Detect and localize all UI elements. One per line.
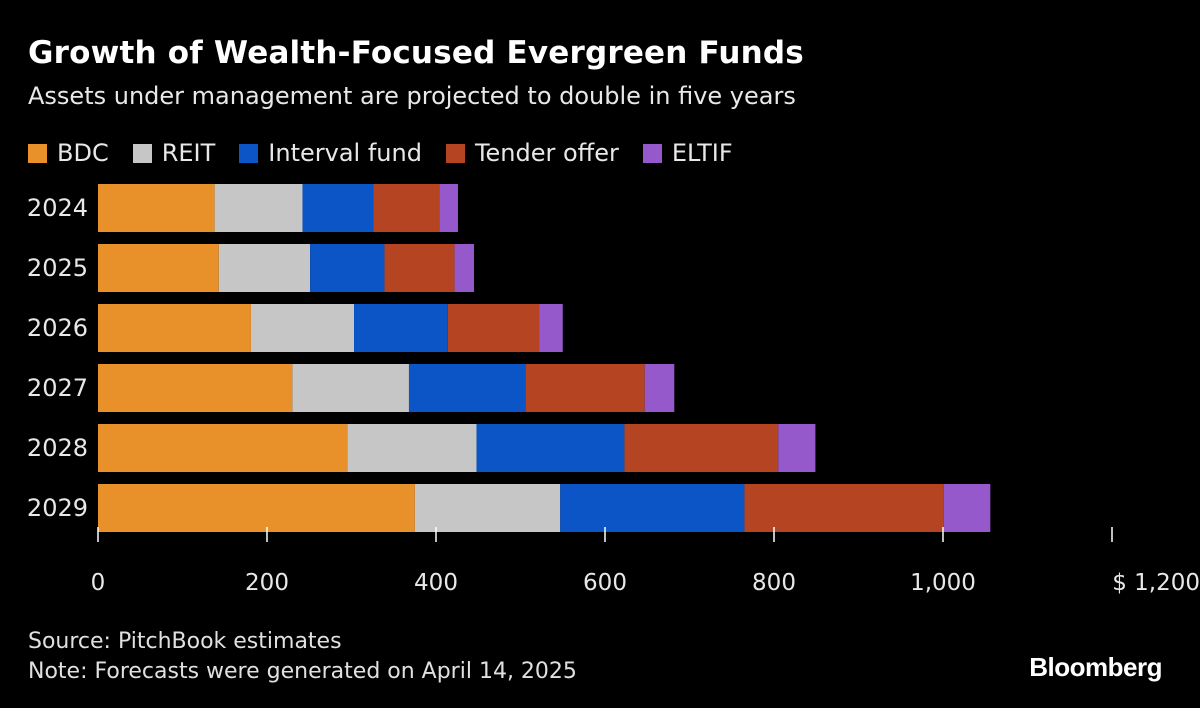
bar-tender-offer-2026 — [447, 304, 540, 352]
x-tick-label-0: 0 — [91, 570, 106, 596]
x-tick-label-4: 800 — [752, 570, 796, 596]
y-tick-label-2028: 2028 — [27, 434, 88, 462]
bar-eltif-2029 — [943, 484, 991, 532]
bar-reit-2024 — [214, 184, 303, 232]
bar-interval-fund-2027 — [408, 364, 526, 412]
legend-label-tender-offer: Tender offer — [474, 139, 619, 167]
bar-bdc-2025 — [98, 244, 219, 292]
bar-bdc-2028 — [98, 424, 348, 472]
bar-interval-fund-2025 — [310, 244, 385, 292]
legend-swatch-reit — [132, 143, 152, 163]
x-tick-label-6: $ 1,200B — [1112, 570, 1200, 596]
legend-item-interval-fund: Interval fund — [239, 139, 422, 167]
legend-swatch-tender-offer — [445, 143, 465, 163]
bar-interval-fund-2028 — [476, 424, 625, 472]
y-tick-label-2025: 2025 — [27, 254, 88, 282]
bar-eltif-2028 — [778, 424, 816, 472]
bar-tender-offer-2028 — [624, 424, 779, 472]
legend-item-tender-offer: Tender offer — [445, 139, 619, 167]
legend-label-interval-fund: Interval fund — [268, 139, 422, 167]
x-tick-label-2: 400 — [414, 570, 458, 596]
legend-swatch-bdc — [28, 143, 47, 163]
bar-interval-fund-2024 — [302, 184, 374, 232]
bar-reit-2027 — [292, 364, 409, 412]
x-tick-label-3: 600 — [583, 570, 627, 596]
bar-eltif-2025 — [454, 244, 475, 292]
legend-label-reit: REIT — [161, 139, 216, 167]
bar-reit-2029 — [414, 484, 561, 532]
source-notes: Source: PitchBook estimates Note: Foreca… — [28, 627, 577, 687]
bar-reit-2028 — [347, 424, 477, 472]
y-tick-label-2027: 2027 — [27, 374, 88, 402]
bar-bdc-2029 — [98, 484, 415, 532]
bar-interval-fund-2029 — [560, 484, 745, 532]
legend-item-reit: REIT — [132, 139, 216, 167]
bar-eltif-2026 — [539, 304, 563, 352]
bar-reit-2026 — [250, 304, 355, 352]
bar-interval-fund-2026 — [354, 304, 448, 352]
legend: BDC REIT Interval fund Tender offer ELTI… — [28, 139, 757, 167]
y-tick-label-2029: 2029 — [27, 494, 88, 522]
legend-label-bdc: BDC — [57, 139, 109, 167]
bar-reit-2025 — [218, 244, 311, 292]
bar-bdc-2026 — [98, 304, 251, 352]
bar-tender-offer-2024 — [373, 184, 440, 232]
source-text: Source: PitchBook estimates — [28, 629, 342, 654]
bar-tender-offer-2027 — [525, 364, 645, 412]
y-tick-label-2026: 2026 — [27, 314, 88, 342]
legend-swatch-interval-fund — [239, 143, 259, 163]
note-text: Note: Forecasts were generated on April … — [28, 659, 577, 684]
x-tick-label-5: 1,000 — [910, 570, 976, 596]
chart-title: Growth of Wealth-Focused Evergreen Funds — [28, 35, 804, 71]
y-tick-label-2024: 2024 — [27, 194, 88, 222]
bar-tender-offer-2029 — [744, 484, 944, 532]
x-tick-label-1: 200 — [245, 570, 289, 596]
bar-tender-offer-2025 — [384, 244, 455, 292]
legend-label-eltif: ELTIF — [671, 139, 733, 167]
bloomberg-logo: Bloomberg — [1029, 652, 1162, 682]
legend-swatch-eltif — [642, 143, 662, 163]
bar-eltif-2027 — [644, 364, 675, 412]
bar-bdc-2024 — [98, 184, 215, 232]
chart-subtitle: Assets under management are projected to… — [28, 82, 796, 110]
bar-bdc-2027 — [98, 364, 293, 412]
bar-eltif-2024 — [439, 184, 458, 232]
legend-item-bdc: BDC — [28, 139, 109, 167]
legend-item-eltif: ELTIF — [642, 139, 733, 167]
